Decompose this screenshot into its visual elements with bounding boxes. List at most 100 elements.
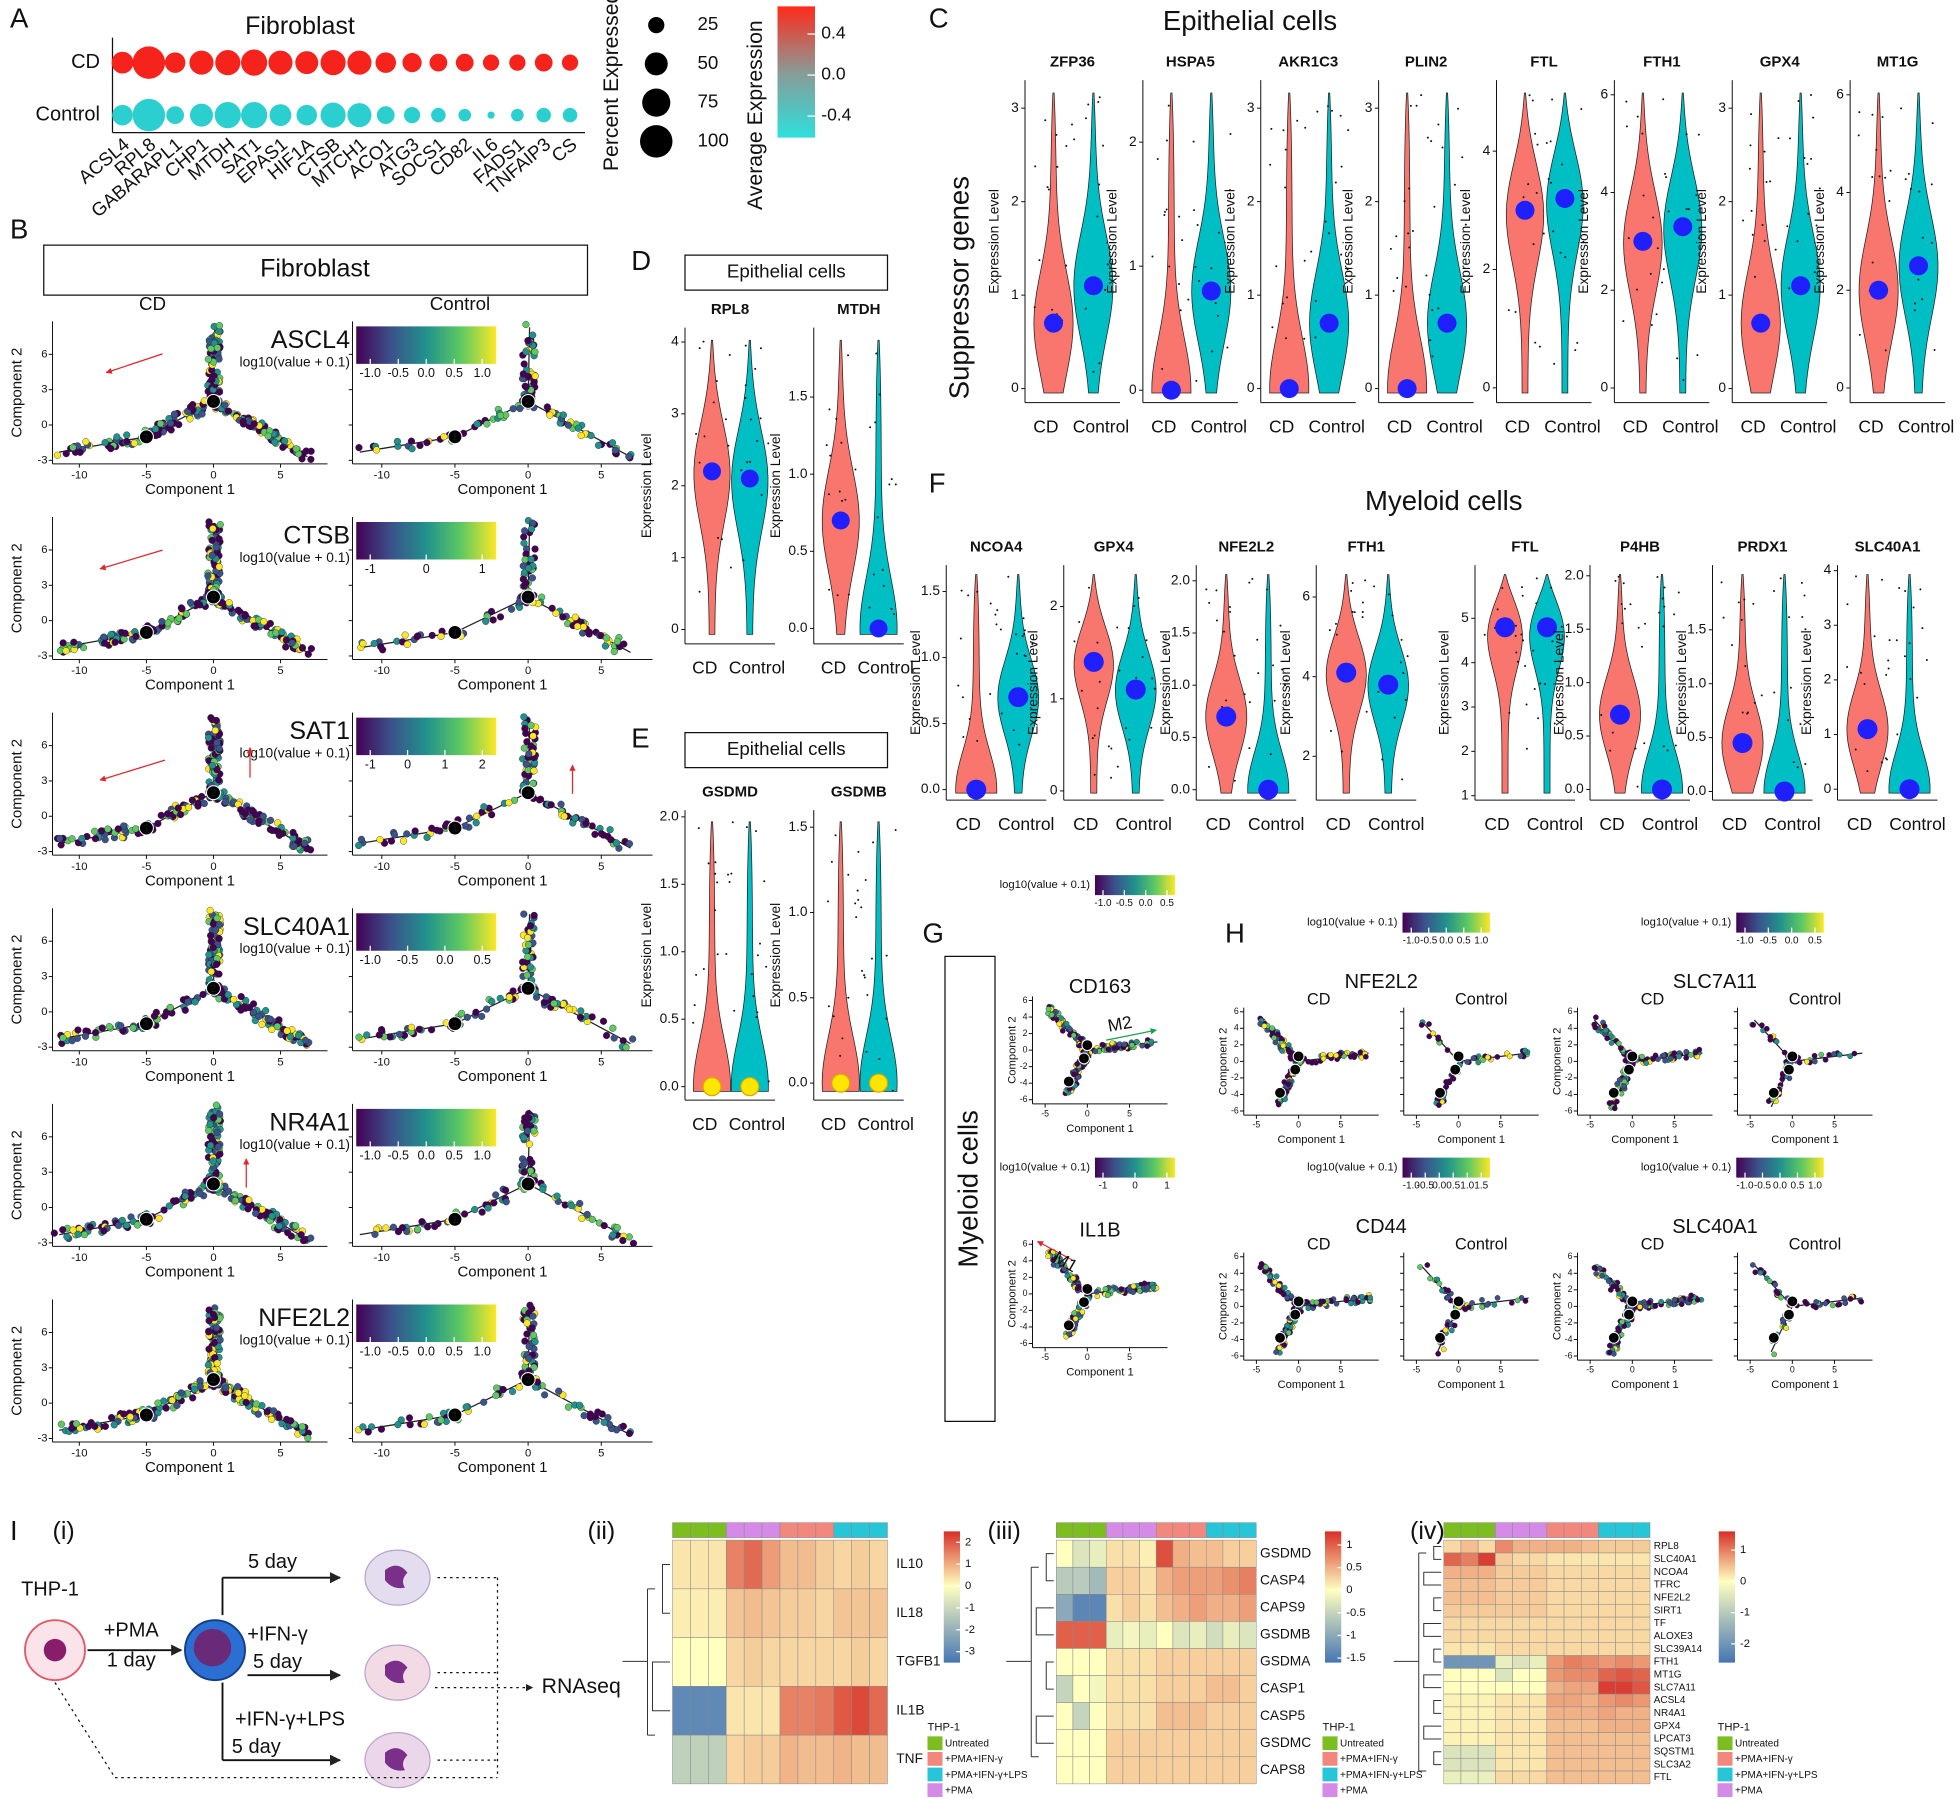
- cell: [298, 1423, 306, 1431]
- cell: [528, 574, 536, 582]
- gene-name: RPL8: [711, 301, 749, 318]
- cell: [1643, 1060, 1650, 1066]
- dot: [111, 51, 134, 74]
- panel-label: A: [10, 2, 29, 33]
- jitter-point: [1179, 309, 1182, 312]
- y-tick-label: -4: [1565, 1089, 1573, 1099]
- cell: [254, 1410, 262, 1418]
- jitter-point: [1168, 265, 1171, 268]
- jitter-point: [876, 516, 879, 519]
- group-label: CD: [1599, 814, 1624, 834]
- cell: [1058, 1015, 1064, 1021]
- cells: [57, 518, 315, 658]
- dot: [402, 53, 422, 73]
- cell: [160, 1206, 168, 1214]
- cell: [564, 1403, 573, 1411]
- jitter-point: [1335, 633, 1338, 636]
- cell: [1118, 1286, 1124, 1292]
- cell: [625, 840, 634, 848]
- jitter-point: [996, 609, 999, 612]
- cell: [1074, 1061, 1080, 1067]
- jitter-point: [1098, 680, 1101, 683]
- cell: [92, 1029, 100, 1037]
- jitter-point: [1636, 785, 1639, 788]
- cell: [56, 834, 64, 842]
- jitter-point: [1314, 300, 1317, 303]
- mean-dot: [831, 511, 850, 530]
- y-tick-label: 2: [1050, 598, 1058, 613]
- color-tick-label: 1.0: [1808, 1180, 1822, 1191]
- cell: [264, 432, 272, 440]
- jitter-point: [860, 906, 863, 909]
- cell: [1116, 1041, 1123, 1047]
- cell: [68, 1037, 76, 1045]
- axis-title: Expression Level: [1158, 630, 1173, 735]
- dot: [296, 104, 318, 126]
- jitter-point: [1303, 259, 1306, 262]
- jitter-point: [1656, 247, 1659, 250]
- jitter-point: [695, 973, 698, 976]
- branch-node-label: 2: [1438, 1333, 1443, 1343]
- y-tick-label: 0.5: [788, 989, 807, 1004]
- color-tick-label: 0.0: [1439, 935, 1453, 946]
- branch-node: [206, 589, 221, 605]
- x-tick-label: -10: [71, 1448, 87, 1460]
- x-tick-label: -5: [141, 1448, 151, 1460]
- dot: [536, 107, 551, 123]
- color-bar: [1095, 875, 1175, 896]
- cell: [292, 445, 300, 453]
- axis-title: Component 1: [1437, 1134, 1505, 1146]
- axis-title: Component 1: [145, 481, 235, 498]
- cell: [492, 1391, 500, 1400]
- color-tick-label: 1.5: [1474, 1180, 1488, 1191]
- y-tick-label: 3: [1365, 100, 1373, 115]
- y-tick-label: 1.5: [788, 819, 807, 834]
- jitter-point: [1265, 588, 1268, 591]
- group-label: CD: [821, 658, 846, 678]
- axis-title: Expression Level: [1694, 189, 1709, 294]
- y-tick-label: -2: [1565, 1317, 1573, 1327]
- jitter-point: [1531, 99, 1534, 102]
- axis-title: Component 1: [1277, 1379, 1345, 1391]
- jitter-point: [1420, 94, 1423, 97]
- y-tick-label: 6: [1568, 1251, 1573, 1261]
- jitter-point: [1457, 107, 1460, 110]
- axis-title: Expression Level: [1576, 189, 1591, 294]
- jitter-point: [1381, 758, 1384, 761]
- axis-title: Component 2: [8, 1130, 25, 1220]
- cell: [530, 1127, 538, 1135]
- group-label: Control: [1898, 416, 1954, 436]
- branch-node-label: 2: [210, 592, 216, 604]
- gene-name: ZFP36: [1050, 54, 1095, 71]
- cell: [1514, 1297, 1521, 1304]
- cell: [555, 1387, 563, 1395]
- color-tick-label: 1.0: [1460, 1180, 1474, 1191]
- jitter-point: [1073, 138, 1076, 141]
- y-tick-label: 0.0: [788, 620, 807, 635]
- jitter-point: [1561, 163, 1564, 166]
- cell: [608, 439, 617, 447]
- scale-label: log10(value + 0.1): [240, 1332, 350, 1347]
- cell: [126, 1413, 134, 1421]
- legend-label: 75: [698, 91, 719, 112]
- jitter-point: [989, 692, 992, 695]
- mean-dot: [1378, 674, 1399, 695]
- cell: [104, 825, 112, 833]
- cell: [576, 1013, 585, 1021]
- jitter-point: [1880, 578, 1883, 581]
- y-tick-label: -4: [1020, 1078, 1028, 1088]
- branch-node: [520, 589, 536, 605]
- jitter-point: [756, 439, 759, 442]
- cell: [1484, 1054, 1491, 1061]
- branch-node-label: 1: [143, 431, 149, 443]
- jitter-point: [1535, 602, 1538, 605]
- jitter-point: [1271, 326, 1274, 329]
- jitter-point: [1662, 268, 1665, 271]
- jitter-point: [962, 736, 965, 739]
- jitter-point: [744, 344, 747, 347]
- jitter-point: [1909, 187, 1912, 190]
- mean-dot: [1397, 379, 1417, 399]
- cell: [550, 999, 558, 1008]
- cell: [524, 941, 533, 949]
- jitter-point: [834, 834, 837, 837]
